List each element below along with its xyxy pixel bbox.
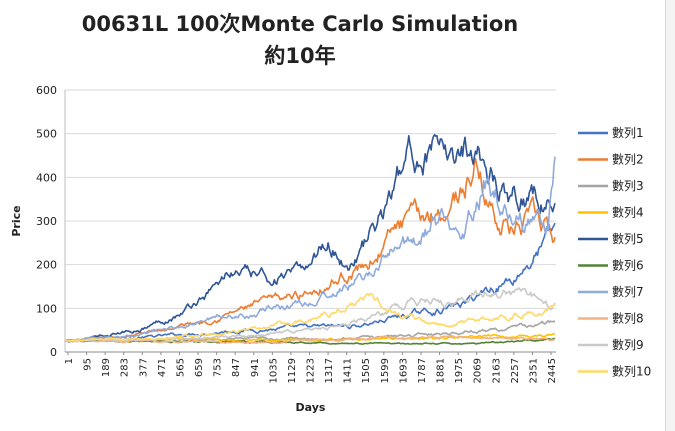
x-tick-label: 2351 bbox=[528, 358, 539, 383]
y-tick-label: 0 bbox=[50, 346, 57, 359]
x-axis-label: Days bbox=[296, 401, 326, 414]
x-tick-label: 283 bbox=[120, 358, 131, 377]
x-tick-label: 753 bbox=[213, 358, 224, 377]
legend-label-9: 數列9 bbox=[612, 338, 644, 352]
x-tick-label: 1599 bbox=[380, 358, 391, 383]
x-tick-label: 1035 bbox=[268, 358, 279, 383]
x-tick-label: 1975 bbox=[454, 358, 465, 383]
y-tick-label: 300 bbox=[36, 215, 57, 228]
x-tick-label: 565 bbox=[175, 358, 186, 377]
legend-label-1: 數列1 bbox=[612, 126, 644, 140]
y-axis-label: Price bbox=[10, 205, 23, 236]
x-tick-label: 2069 bbox=[473, 358, 484, 383]
x-tick-label: 941 bbox=[250, 358, 261, 377]
legend-label-6: 數列6 bbox=[612, 259, 644, 273]
y-tick-label: 400 bbox=[36, 171, 57, 184]
x-tick-label: 471 bbox=[157, 358, 168, 377]
series-line-1 bbox=[64, 222, 556, 342]
x-tick-label: 2257 bbox=[510, 358, 521, 383]
x-tick-label: 95 bbox=[83, 358, 94, 371]
series-line-5 bbox=[64, 133, 556, 343]
x-tick-label: 1787 bbox=[417, 358, 428, 383]
legend-label-3: 數列3 bbox=[612, 179, 644, 193]
series-line-2 bbox=[64, 157, 556, 342]
legend-label-10: 數列10 bbox=[612, 365, 651, 379]
legend-label-8: 數列8 bbox=[612, 312, 644, 326]
chart-title: 00631L 100次Monte Carlo Simulation bbox=[81, 12, 519, 36]
y-tick-label: 500 bbox=[36, 128, 57, 141]
x-tick-label: 2445 bbox=[547, 358, 558, 383]
x-tick-label: 1129 bbox=[287, 358, 298, 383]
series-line-7 bbox=[64, 156, 556, 342]
x-tick-label: 1881 bbox=[436, 358, 447, 383]
x-tick-label: 1317 bbox=[324, 358, 335, 383]
legend-label-7: 數列7 bbox=[612, 285, 644, 299]
y-tick-label: 600 bbox=[36, 84, 57, 97]
x-tick-label: 189 bbox=[101, 358, 112, 377]
y-tick-label: 100 bbox=[36, 302, 57, 315]
y-tick-label: 200 bbox=[36, 259, 57, 272]
x-tick-label: 1223 bbox=[306, 358, 317, 383]
series-line-9 bbox=[64, 287, 556, 343]
x-tick-label: 1411 bbox=[343, 358, 354, 383]
x-tick-label: 2163 bbox=[491, 358, 502, 383]
series-line-10 bbox=[64, 292, 556, 343]
x-tick-label: 1 bbox=[64, 358, 75, 364]
x-tick-label: 659 bbox=[194, 358, 205, 377]
legend-label-5: 數列5 bbox=[612, 232, 644, 246]
chart-subtitle: 約10年 bbox=[264, 44, 336, 68]
window-edge bbox=[665, 0, 675, 431]
legend-label-4: 數列4 bbox=[612, 206, 644, 220]
x-tick-label: 847 bbox=[231, 358, 242, 377]
x-tick-label: 377 bbox=[138, 358, 149, 377]
legend-label-2: 數列2 bbox=[612, 153, 644, 167]
x-tick-label: 1505 bbox=[361, 358, 372, 383]
x-tick-label: 1693 bbox=[398, 358, 409, 383]
